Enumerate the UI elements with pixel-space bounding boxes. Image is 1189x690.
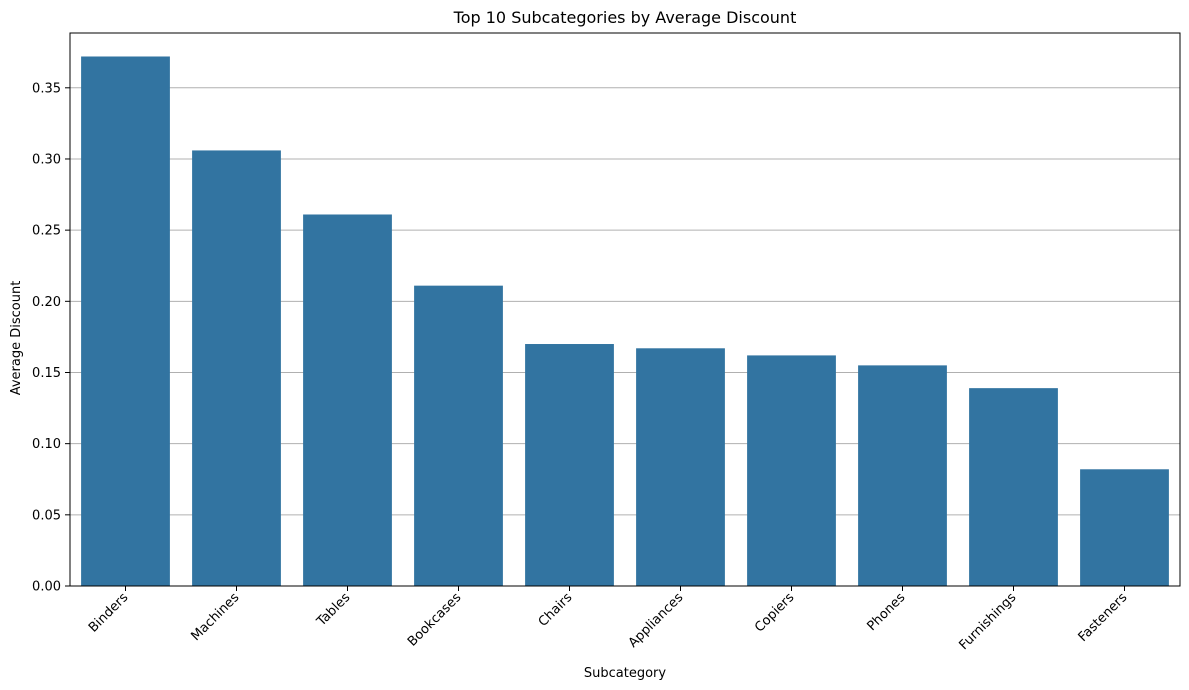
chart-title: Top 10 Subcategories by Average Discount: [453, 8, 797, 27]
y-tick-label: 0.35: [32, 81, 61, 96]
bar-phones: [858, 365, 947, 586]
y-tick-label: 0.15: [32, 366, 61, 381]
y-tick-label: 0.05: [32, 508, 61, 523]
x-tick-label: Appliances: [626, 590, 687, 651]
x-tick-label: Tables: [313, 590, 353, 630]
y-axis-title: Average Discount: [9, 281, 24, 396]
x-tick-label: Machines: [188, 590, 242, 644]
x-tick-label: Fasteners: [1076, 590, 1131, 645]
x-tick-label: Copiers: [752, 590, 797, 635]
bar-fasteners: [1080, 469, 1169, 586]
bar-tables: [303, 214, 392, 586]
axes: [69, 32, 1181, 587]
x-axis-title: Subcategory: [584, 666, 667, 681]
bar-copiers: [747, 355, 836, 586]
x-tick-label: Bookcases: [405, 590, 465, 650]
bar-appliances: [636, 348, 725, 586]
x-ticks: Binders Machines Tables Bookcases Chairs Appl…: [86, 586, 1131, 653]
plot-frame: [69, 32, 1181, 587]
bar-binders: [81, 56, 170, 586]
y-tick-label: 0.20: [32, 295, 61, 310]
x-tick-label: Phones: [864, 590, 908, 634]
y-tick-label: 0.30: [32, 152, 61, 167]
bar-machines: [192, 150, 281, 586]
bar-furnishings: [969, 388, 1058, 586]
y-tick-label: 0.00: [32, 580, 61, 595]
x-tick-label: Binders: [86, 590, 132, 636]
y-ticks: 0.00 0.05 0.10 0.15 0.20 0.25 0.30 0.35: [32, 81, 70, 595]
x-tick-label: Chairs: [536, 590, 576, 630]
bars: [81, 56, 1169, 586]
bar-bookcases: [414, 285, 503, 586]
y-tick-label: 0.25: [32, 224, 61, 239]
bar-chairs: [525, 344, 614, 586]
x-tick-label: Furnishings: [956, 590, 1019, 653]
y-tick-label: 0.10: [32, 437, 61, 452]
